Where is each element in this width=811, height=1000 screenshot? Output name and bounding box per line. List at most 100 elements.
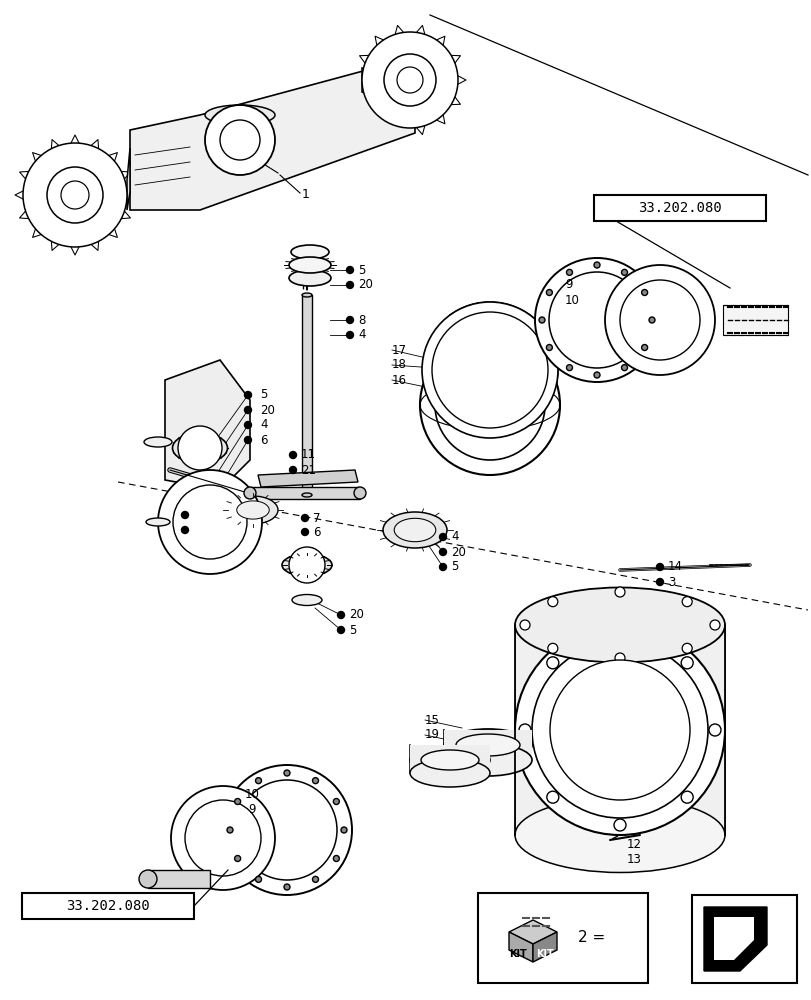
Circle shape xyxy=(178,426,221,470)
Circle shape xyxy=(594,262,599,268)
Circle shape xyxy=(613,819,625,831)
Circle shape xyxy=(546,791,558,803)
Circle shape xyxy=(47,167,103,223)
Circle shape xyxy=(620,280,699,360)
Ellipse shape xyxy=(393,518,436,542)
Text: 20: 20 xyxy=(450,546,466,558)
Bar xyxy=(691,895,796,983)
Circle shape xyxy=(182,512,188,518)
Circle shape xyxy=(566,365,572,371)
Text: 10: 10 xyxy=(245,788,260,801)
Ellipse shape xyxy=(172,433,227,463)
Bar xyxy=(722,305,787,335)
Circle shape xyxy=(244,436,251,444)
Circle shape xyxy=(613,629,625,641)
Ellipse shape xyxy=(420,750,478,770)
Ellipse shape xyxy=(514,797,724,872)
Circle shape xyxy=(681,643,691,653)
Circle shape xyxy=(549,660,689,800)
Bar xyxy=(410,745,489,773)
Circle shape xyxy=(23,143,127,247)
Circle shape xyxy=(534,258,659,382)
Text: 6: 6 xyxy=(260,434,267,446)
Circle shape xyxy=(546,344,551,351)
Circle shape xyxy=(244,422,251,428)
Polygon shape xyxy=(713,917,753,960)
Polygon shape xyxy=(130,57,414,210)
Circle shape xyxy=(431,312,547,428)
Circle shape xyxy=(61,181,89,209)
Circle shape xyxy=(547,597,557,607)
Circle shape xyxy=(419,335,560,475)
Circle shape xyxy=(680,657,693,669)
Circle shape xyxy=(547,643,557,653)
Circle shape xyxy=(546,657,558,669)
Bar xyxy=(444,730,531,760)
Ellipse shape xyxy=(410,759,489,787)
Circle shape xyxy=(681,597,691,607)
Circle shape xyxy=(290,452,296,458)
Text: 5: 5 xyxy=(349,624,356,637)
Circle shape xyxy=(531,642,707,818)
Circle shape xyxy=(289,547,324,583)
Circle shape xyxy=(566,269,572,275)
Circle shape xyxy=(341,827,346,833)
Circle shape xyxy=(312,876,318,882)
Ellipse shape xyxy=(444,744,531,776)
Ellipse shape xyxy=(383,512,446,548)
Circle shape xyxy=(621,932,633,944)
Circle shape xyxy=(227,827,233,833)
Circle shape xyxy=(346,266,353,273)
Text: 17: 17 xyxy=(392,344,406,357)
Circle shape xyxy=(614,653,624,663)
Ellipse shape xyxy=(228,496,277,524)
Text: 33.202.080: 33.202.080 xyxy=(66,899,150,913)
Text: 3: 3 xyxy=(667,576,675,588)
Text: 7: 7 xyxy=(312,512,320,524)
Ellipse shape xyxy=(139,870,157,888)
Circle shape xyxy=(301,514,308,522)
Text: 9: 9 xyxy=(247,803,255,816)
Circle shape xyxy=(439,564,446,570)
Ellipse shape xyxy=(354,487,366,499)
Circle shape xyxy=(333,798,339,804)
Circle shape xyxy=(290,466,296,474)
Ellipse shape xyxy=(302,293,311,297)
Ellipse shape xyxy=(144,437,172,447)
Text: 4: 4 xyxy=(358,328,365,342)
Circle shape xyxy=(439,534,446,540)
Circle shape xyxy=(641,290,647,296)
Ellipse shape xyxy=(204,105,275,125)
Circle shape xyxy=(435,350,544,460)
Text: 5: 5 xyxy=(358,263,365,276)
Text: 20: 20 xyxy=(260,403,275,416)
Circle shape xyxy=(346,332,353,338)
Circle shape xyxy=(312,778,318,784)
Circle shape xyxy=(158,470,262,574)
Polygon shape xyxy=(508,920,556,944)
Circle shape xyxy=(604,265,714,375)
Bar xyxy=(478,893,647,983)
Ellipse shape xyxy=(243,487,255,499)
Circle shape xyxy=(182,526,188,534)
Circle shape xyxy=(333,855,339,861)
Polygon shape xyxy=(703,907,766,971)
Circle shape xyxy=(539,317,544,323)
Ellipse shape xyxy=(302,493,311,497)
Bar xyxy=(22,893,194,919)
Text: 20: 20 xyxy=(349,608,363,621)
Circle shape xyxy=(255,778,261,784)
Circle shape xyxy=(397,67,423,93)
Circle shape xyxy=(284,884,290,890)
Text: 2 =: 2 = xyxy=(577,930,604,945)
Circle shape xyxy=(362,32,457,128)
Circle shape xyxy=(237,780,337,880)
Polygon shape xyxy=(362,68,414,115)
Circle shape xyxy=(255,876,261,882)
Text: 18: 18 xyxy=(392,359,406,371)
Text: 5: 5 xyxy=(450,560,458,574)
Text: 20: 20 xyxy=(358,278,372,292)
Text: 33.202.080: 33.202.080 xyxy=(637,201,721,215)
Ellipse shape xyxy=(292,594,322,605)
Text: 21: 21 xyxy=(193,508,208,522)
